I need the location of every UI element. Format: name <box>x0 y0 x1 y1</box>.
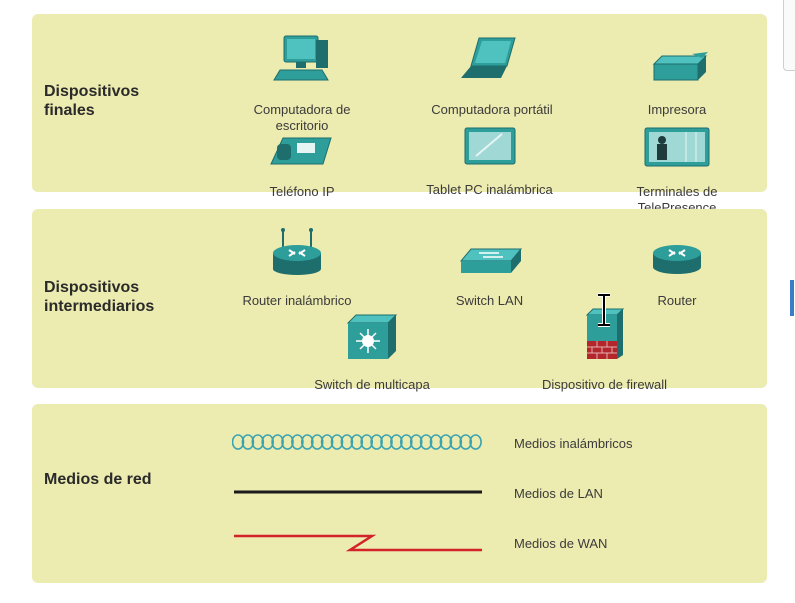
wireless-loop <box>429 434 443 450</box>
device-laptop: Computadora portátil <box>407 18 577 118</box>
wireless-loop <box>370 434 383 450</box>
side-panel-edge <box>783 0 795 71</box>
wireless-loop <box>459 434 472 450</box>
device-multilayer-switch: Switch de multicapa <box>292 297 452 393</box>
lan-switch-icon <box>459 248 522 273</box>
wireless-loop <box>271 434 284 450</box>
wireless-loop <box>320 434 334 450</box>
wireless-loop <box>469 434 482 450</box>
wireless-media-label: Medios inalámbricos <box>514 436 633 451</box>
wireless-loop <box>310 434 324 450</box>
device-wireless-router: Router inalámbrico <box>222 211 372 309</box>
wireless-loop <box>449 434 463 450</box>
printer-icon <box>652 52 708 81</box>
intermediary-devices-panel: Dispositivos intermediarios Router inalá… <box>32 209 767 392</box>
wan-media-icon <box>234 534 482 552</box>
device-desktop: Computadora de escritorio <box>232 18 372 134</box>
wireless-loop <box>350 434 364 450</box>
network-media-title: Medios de red <box>44 471 152 488</box>
ip-phone-icon <box>270 137 332 165</box>
wireless-loop <box>419 434 433 450</box>
device-label: Teléfono IP <box>269 184 335 199</box>
wireless-router-icon <box>273 228 321 275</box>
wireless-loop <box>330 434 344 450</box>
device-label: Router <box>657 293 697 308</box>
device-label: Dispositivo de firewall <box>542 377 667 392</box>
router-icon <box>653 245 701 274</box>
wireless-loop <box>439 434 453 450</box>
desktop-computer-icon <box>273 35 329 81</box>
device-label: Tablet PC inalámbrica <box>426 182 553 197</box>
end-devices-title: Dispositivos finales <box>44 83 140 119</box>
device-label: Switch de multicapa <box>314 377 430 392</box>
device-label: Router inalámbrico <box>242 293 352 308</box>
wan-media-label: Medios de WAN <box>514 536 608 551</box>
tablet-icon <box>464 127 515 165</box>
wireless-loop <box>281 434 294 450</box>
device-label: Computadora portátil <box>431 102 553 117</box>
text-cursor-icon <box>598 293 610 327</box>
device-label: Impresora <box>647 102 707 117</box>
wireless-loop <box>340 434 354 450</box>
lan-media-icon <box>234 490 482 494</box>
device-lan-switch: Switch LAN <box>432 229 547 309</box>
wireless-media-icon <box>232 434 482 450</box>
side-scroll-indicator[interactable] <box>790 280 794 316</box>
wireless-loop <box>241 434 255 450</box>
end-devices-panel: Dispositivos finales Computadora de escr… <box>32 14 767 215</box>
multilayer-switch-icon <box>346 314 398 359</box>
device-label: Switch LAN <box>455 293 524 308</box>
firewall-icon <box>585 308 624 359</box>
laptop-icon <box>461 37 516 78</box>
device-router: Router <box>637 225 717 309</box>
device-tablet: Tablet PC inalámbrica <box>402 110 577 198</box>
device-ip-phone: Teléfono IP <box>252 118 352 200</box>
wireless-loop <box>301 434 314 450</box>
wireless-loop <box>232 434 245 450</box>
device-label: Computadora de escritorio <box>253 102 351 133</box>
wireless-loop <box>261 434 275 450</box>
wireless-loop <box>380 434 393 450</box>
wireless-loop <box>291 434 304 450</box>
device-printer: Impresora <box>622 34 732 118</box>
intermediary-devices-title: Dispositivos intermediarios <box>44 279 155 315</box>
wireless-loop <box>409 434 423 450</box>
device-firewall: Dispositivo de firewall <box>517 291 692 393</box>
lan-media-label: Medios de LAN <box>514 486 603 501</box>
device-telepresence: Terminales de TelePresence <box>617 110 737 216</box>
wireless-loop <box>251 434 265 450</box>
wireless-loop <box>390 434 403 450</box>
wireless-loop <box>360 434 373 450</box>
wireless-loop <box>400 434 413 450</box>
network-media-panel: Medios de red Medios inalámbricos Medios… <box>32 404 767 583</box>
telepresence-icon <box>644 127 710 167</box>
